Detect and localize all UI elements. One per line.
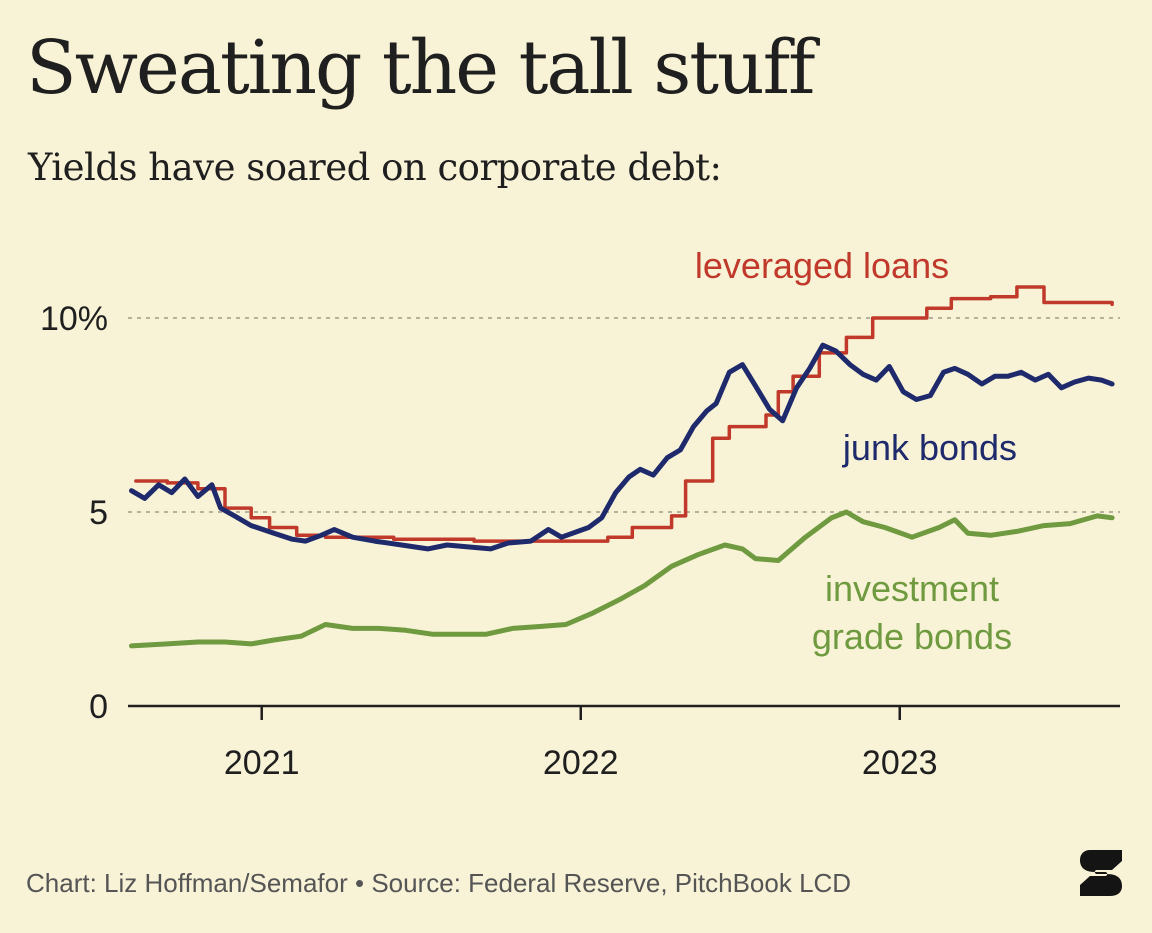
series-label-leveraged-loans: leveraged loans — [695, 245, 949, 286]
y-tick-label: 10% — [40, 300, 108, 338]
x-tick-label: 2021 — [224, 744, 300, 782]
series-lines — [129, 285, 1115, 649]
axes: 0 5 10% 2021 2022 2023 — [40, 300, 1120, 782]
series-labels: leveraged loans junk bonds investment grade… — [695, 245, 1017, 657]
series-label-investment-grade-bonds: investment grade bonds — [812, 568, 1012, 657]
semafor-logo — [1080, 850, 1122, 896]
y-tick-label: 5 — [89, 494, 108, 532]
series-line-leveraged-loans — [134, 285, 1114, 543]
x-tick-label: 2022 — [543, 744, 619, 782]
source-credit: Chart: Liz Hoffman/Semafor • Source: Fed… — [26, 868, 852, 898]
chart-title: Sweating the tall stuff — [26, 25, 815, 111]
x-tick-label: 2023 — [862, 744, 938, 782]
series-line-junk-bonds — [129, 342, 1115, 552]
y-tick-label: 0 — [89, 688, 108, 726]
chart-subtitle: Yields have soared on corporate debt: — [28, 146, 722, 189]
series-line-investment-grade-bonds — [129, 509, 1115, 649]
series-label-junk-bonds: junk bonds — [842, 427, 1017, 468]
gridlines — [128, 317, 1120, 513]
